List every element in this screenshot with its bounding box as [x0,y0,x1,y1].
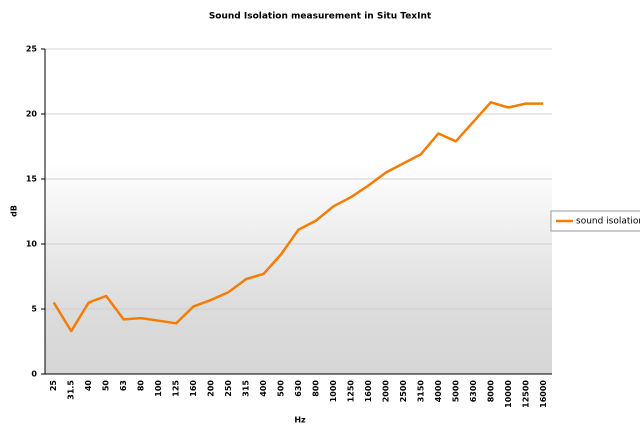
x-tick-label: 1250 [346,380,355,403]
y-tick-label: 10 [26,240,38,249]
y-axis-label: dB [10,205,19,217]
x-tick-label: 10000 [504,380,513,408]
x-tick-label: 800 [311,380,320,397]
x-tick-label: 12500 [521,380,530,408]
x-tick-label: 8000 [486,380,495,403]
y-tick-label: 0 [31,370,37,379]
x-tick-label: 400 [259,380,268,397]
x-tick-label: 16000 [539,380,548,408]
chart-title: Sound Isolation measurement in Situ TexI… [209,12,432,22]
x-tick-label: 5000 [451,380,460,403]
x-tick-label: 4000 [434,380,443,403]
y-tick-label: 20 [26,110,38,119]
x-tick-label: 2000 [381,380,390,403]
x-tick-label: 2500 [399,380,408,403]
x-tick-label: 40 [84,380,93,392]
series-line [52,101,544,333]
x-tick-label: 500 [277,380,286,397]
x-axis-label: Hz [294,416,306,425]
x-tick-label: 125 [172,380,181,397]
x-tick-label: 100 [154,380,163,397]
x-tick-label: 160 [189,380,198,397]
x-tick-label: 25 [49,380,58,392]
y-tick-label: 25 [26,45,38,54]
x-tick-label: 50 [102,380,111,392]
x-tick-label: 6300 [469,380,478,403]
x-tick-label: 1000 [329,380,338,403]
x-tick-label: 1600 [364,380,373,403]
x-tick-label: 250 [224,380,233,397]
y-tick-label: 15 [26,175,38,184]
x-tick-label: 80 [137,380,146,392]
x-tick-label: 630 [294,380,303,397]
legend-box [550,210,640,232]
x-tick-label: 63 [119,380,128,391]
x-tick-label: 3150 [416,380,425,403]
plot-area [45,49,552,374]
x-tick-label: 315 [242,380,251,397]
y-tick-label: 5 [31,305,37,314]
x-tick-label: 31.5 [67,380,76,400]
x-tick-label: 200 [207,380,216,397]
legend-label: sound isolation [576,217,640,227]
